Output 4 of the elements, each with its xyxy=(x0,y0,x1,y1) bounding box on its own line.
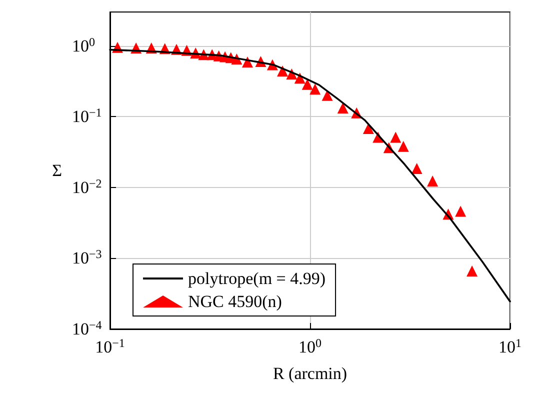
legend-label: NGC 4590(n) xyxy=(188,292,282,311)
y-axis-title: Σ xyxy=(52,161,62,180)
x-axis-title: R (arcmin) xyxy=(272,364,348,383)
legend-label: polytrope(m = 4.99) xyxy=(188,269,326,288)
